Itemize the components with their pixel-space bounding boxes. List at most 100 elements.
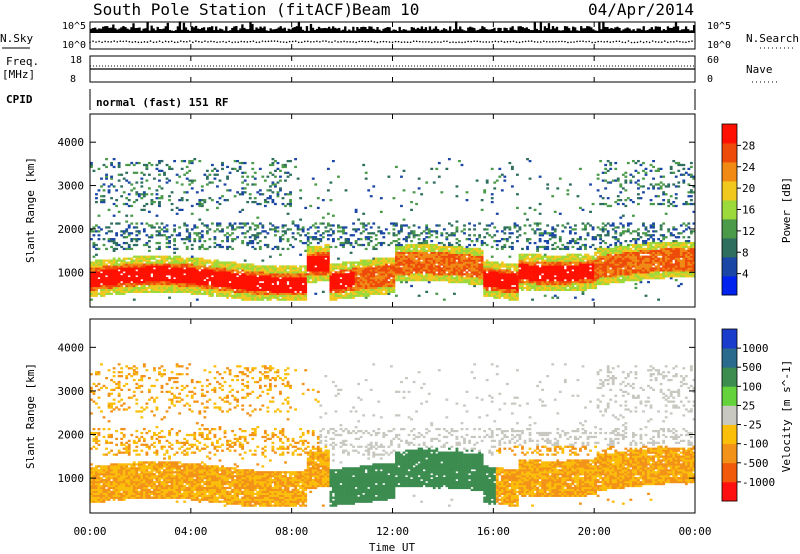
noise-sky-bar bbox=[158, 28, 161, 33]
noise-sky-bar bbox=[618, 27, 621, 33]
power-cell bbox=[173, 159, 177, 163]
noise-sky-bar bbox=[317, 26, 321, 33]
power-cell bbox=[384, 269, 388, 272]
power-cell bbox=[503, 279, 507, 282]
power-cell bbox=[180, 282, 184, 286]
power-cell bbox=[349, 284, 353, 288]
power-cell bbox=[442, 279, 446, 282]
power-cell bbox=[337, 263, 340, 266]
power-cell bbox=[528, 177, 532, 180]
power-cell bbox=[142, 255, 146, 258]
noise-search-dot bbox=[113, 40, 115, 42]
noise-search-dot bbox=[648, 41, 651, 44]
power-cell bbox=[516, 193, 519, 196]
power-cell bbox=[415, 202, 419, 206]
power-cell bbox=[531, 263, 534, 266]
power-cell bbox=[427, 255, 431, 258]
power-cell bbox=[137, 238, 141, 241]
noise-sky-bar bbox=[584, 28, 587, 33]
power-cell bbox=[178, 271, 182, 274]
power-cell bbox=[485, 267, 489, 270]
noise-search-dot bbox=[663, 40, 666, 42]
power-cell bbox=[410, 269, 413, 272]
noise-sky-bar bbox=[122, 26, 125, 33]
noise-sky-bar bbox=[588, 26, 591, 33]
power-cell bbox=[367, 263, 371, 266]
power-cell bbox=[145, 273, 149, 276]
power-cell bbox=[100, 228, 103, 231]
noise-search-dot bbox=[582, 40, 584, 42]
power-cell bbox=[216, 282, 219, 286]
power-cell bbox=[516, 284, 519, 288]
power-cell bbox=[442, 249, 446, 252]
power-cell bbox=[188, 279, 192, 282]
power-cell bbox=[548, 269, 552, 272]
power-cell bbox=[195, 232, 199, 235]
power-cell bbox=[112, 279, 116, 282]
power-cell bbox=[105, 273, 108, 276]
power-cell bbox=[367, 288, 371, 292]
power-cell bbox=[397, 230, 401, 233]
noise-search-dot bbox=[346, 40, 348, 43]
power-cell bbox=[110, 161, 113, 165]
power-cell bbox=[236, 226, 240, 229]
power-cell bbox=[415, 247, 419, 251]
power-cell bbox=[150, 234, 154, 237]
power-cell bbox=[526, 247, 529, 251]
power-cell bbox=[158, 267, 161, 270]
power-cell bbox=[437, 267, 441, 270]
power-cell bbox=[112, 269, 116, 272]
power-cell bbox=[485, 292, 489, 295]
power-cell bbox=[384, 271, 388, 274]
power-cell bbox=[231, 247, 234, 251]
power-cell bbox=[112, 290, 116, 293]
power-cell bbox=[296, 280, 300, 284]
power-cell bbox=[533, 286, 537, 290]
power-cell bbox=[493, 234, 497, 237]
power-cell bbox=[359, 267, 363, 270]
freq-label: Freq. bbox=[6, 55, 39, 68]
power-cell bbox=[316, 226, 320, 229]
power-cell bbox=[495, 263, 499, 266]
power-cell bbox=[460, 247, 464, 251]
power-cell bbox=[463, 280, 466, 284]
power-cell bbox=[556, 286, 560, 290]
power-cell bbox=[422, 239, 426, 243]
power-cell bbox=[241, 208, 245, 212]
power-cell bbox=[470, 275, 474, 278]
power-cell bbox=[533, 277, 537, 280]
power-cell bbox=[271, 228, 275, 231]
power-cell bbox=[379, 230, 383, 233]
power-cell bbox=[510, 298, 514, 301]
station-title: South Pole Station (fitACF) bbox=[93, 0, 353, 19]
power-cell bbox=[362, 224, 366, 227]
power-cell bbox=[221, 263, 224, 266]
power-cell bbox=[296, 224, 300, 227]
power-cell bbox=[216, 185, 219, 188]
power-cell bbox=[173, 288, 177, 292]
power-cell bbox=[513, 282, 517, 286]
power-cell bbox=[226, 238, 229, 241]
power-cell bbox=[263, 267, 267, 270]
power-cell bbox=[367, 241, 371, 245]
power-cell bbox=[412, 224, 416, 227]
power-cell bbox=[226, 236, 229, 239]
power-cell bbox=[185, 236, 189, 239]
power-cell bbox=[528, 288, 532, 292]
power-cell bbox=[447, 241, 451, 245]
noise-search-dot bbox=[355, 41, 358, 44]
noise-search-dot bbox=[358, 40, 361, 43]
power-cell bbox=[450, 247, 454, 251]
noise-sky-bar bbox=[168, 30, 171, 33]
noise-search-dot bbox=[633, 41, 636, 44]
power-cell bbox=[553, 234, 557, 237]
power-cell bbox=[190, 284, 194, 288]
power-cell bbox=[332, 232, 335, 235]
power-cell bbox=[125, 284, 129, 288]
power-cell bbox=[168, 286, 171, 290]
power-cell bbox=[122, 275, 126, 278]
power-cell bbox=[228, 273, 232, 276]
power-cell bbox=[112, 288, 116, 292]
power-cell bbox=[405, 279, 408, 282]
power-cell bbox=[367, 282, 371, 286]
